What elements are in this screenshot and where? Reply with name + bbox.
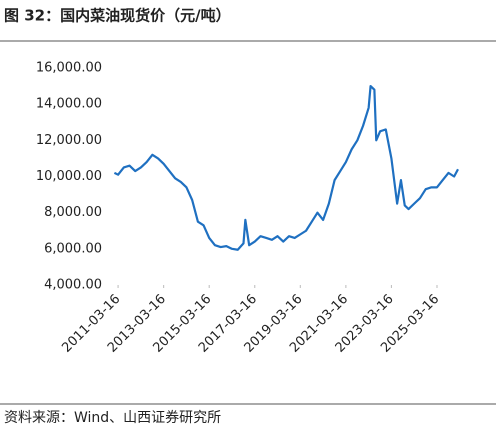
y-tick-label: 14,000.00 [36,97,102,112]
line [113,84,459,251]
y-tick-label: 4,000.00 [44,278,102,293]
chart-title: 图 32：国内菜油现货价（元/吨） [4,7,231,25]
y-tick-label: 12,000.00 [36,133,102,148]
y-tick-label: 16,000.00 [36,61,102,76]
y-tick-label: 6,000.00 [44,241,102,256]
source: 资料来源：Wind、山西证券研究所 [4,410,221,426]
y-tick-label: 10,000.00 [36,169,102,184]
y-tick-label: 8,000.00 [44,205,102,220]
